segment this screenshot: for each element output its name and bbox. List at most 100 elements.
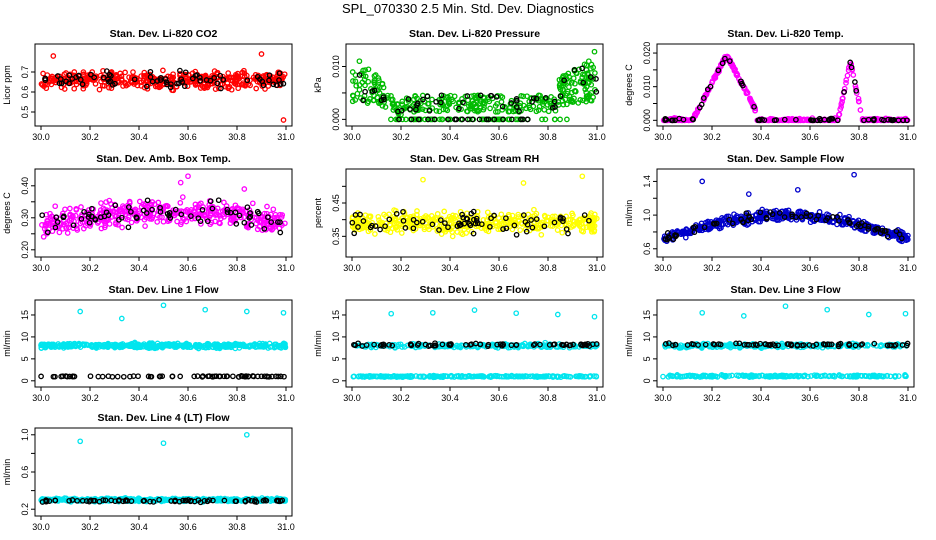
data-point — [156, 82, 163, 88]
data-point — [507, 218, 513, 225]
reference-point — [476, 116, 483, 123]
data-point — [128, 219, 135, 226]
data-point — [565, 70, 572, 77]
y-tick-label: 1.0 — [642, 209, 652, 222]
data-point — [453, 104, 459, 111]
reference-point — [557, 93, 564, 100]
reference-point — [483, 116, 490, 123]
data-point — [138, 79, 145, 86]
data-point — [40, 233, 47, 240]
reference-points — [349, 208, 592, 238]
reference-point — [381, 96, 387, 103]
data-point — [67, 211, 74, 218]
y-tick-label: 5 — [642, 356, 652, 361]
data-point — [502, 105, 509, 111]
data-point — [583, 98, 589, 105]
x-tick-label: 30.0 — [32, 263, 50, 273]
reference-point — [280, 80, 287, 87]
outlier-point — [699, 178, 706, 185]
reference-point — [214, 80, 221, 87]
data-point — [79, 219, 86, 225]
data-point — [564, 116, 570, 123]
data-point — [570, 212, 576, 219]
reference-point — [552, 104, 558, 110]
chart-4: Stan. Dev. Amb. Box Temp.30.0 30.2 30.4 30.… — [2, 153, 295, 273]
reference-point — [277, 229, 284, 236]
outlier-point — [782, 303, 789, 310]
y-axis-label: degrees C — [2, 192, 12, 234]
y-axis-label: ml/min — [624, 200, 634, 227]
data-point — [526, 102, 533, 109]
data-point — [570, 75, 577, 82]
reference-point — [513, 96, 520, 102]
page-title: SPL_070330 2.5 Min. Std. Dev. Diagnostic… — [342, 1, 594, 16]
data-point — [389, 101, 396, 108]
reference-point — [38, 373, 44, 380]
data-point — [104, 217, 111, 224]
reference-point — [166, 209, 173, 216]
reference-point — [700, 95, 707, 101]
x-tick-label: 30.4 — [130, 263, 148, 273]
data-point — [225, 74, 232, 81]
reference-point — [459, 211, 465, 218]
reference-point — [248, 222, 255, 228]
data-point — [440, 106, 447, 113]
reference-point — [261, 225, 268, 232]
data-point — [142, 223, 148, 229]
data-point — [497, 226, 504, 233]
chart-title: Stan. Dev. Line 4 (LT) Flow — [97, 412, 230, 424]
outlier-point — [824, 306, 831, 313]
reference-point — [118, 214, 125, 221]
data-point — [120, 83, 126, 89]
x-tick-label: 30.4 — [441, 393, 459, 403]
reference-point — [436, 227, 442, 233]
reference-point — [81, 208, 87, 215]
reference-point — [52, 224, 59, 231]
reference-point — [143, 210, 150, 216]
x-tick-label: 31.0 — [588, 393, 606, 403]
reference-point — [900, 117, 907, 124]
reference-point — [722, 55, 728, 62]
outlier-point — [280, 117, 287, 123]
reference-point — [179, 79, 186, 85]
reference-point — [218, 85, 224, 92]
reference-point — [103, 209, 110, 216]
data-point — [849, 67, 856, 73]
reference-point — [197, 77, 204, 84]
reference-points — [356, 65, 600, 123]
data-point — [586, 220, 593, 227]
outlier-point — [77, 308, 84, 315]
data-point — [691, 111, 698, 118]
data-point — [71, 85, 78, 92]
data-point — [836, 111, 843, 118]
data-point — [73, 81, 80, 88]
data-point — [484, 209, 491, 216]
x-tick-label: 30.4 — [752, 263, 770, 273]
data-point — [585, 58, 592, 65]
outlier-point — [280, 309, 287, 316]
data-point — [477, 100, 483, 107]
x-tick-label: 31.0 — [588, 263, 606, 273]
reference-point — [268, 219, 275, 225]
data-point — [560, 101, 567, 108]
data-point — [557, 116, 563, 123]
reference-point — [85, 214, 92, 220]
reference-point — [821, 116, 828, 123]
data-points — [661, 171, 911, 245]
outlier-point — [794, 186, 801, 193]
reference-point — [529, 224, 536, 231]
reference-point — [414, 100, 421, 107]
data-point — [141, 69, 148, 76]
reference-point — [487, 223, 493, 230]
data-point — [201, 85, 208, 91]
data-point — [583, 83, 590, 90]
reference-point — [477, 92, 484, 99]
data-point — [223, 203, 230, 209]
data-point — [170, 207, 176, 214]
reference-point — [209, 205, 216, 212]
reference-point — [194, 72, 200, 78]
reference-point — [593, 89, 600, 95]
reference-point — [529, 98, 535, 105]
reference-point — [89, 205, 95, 212]
